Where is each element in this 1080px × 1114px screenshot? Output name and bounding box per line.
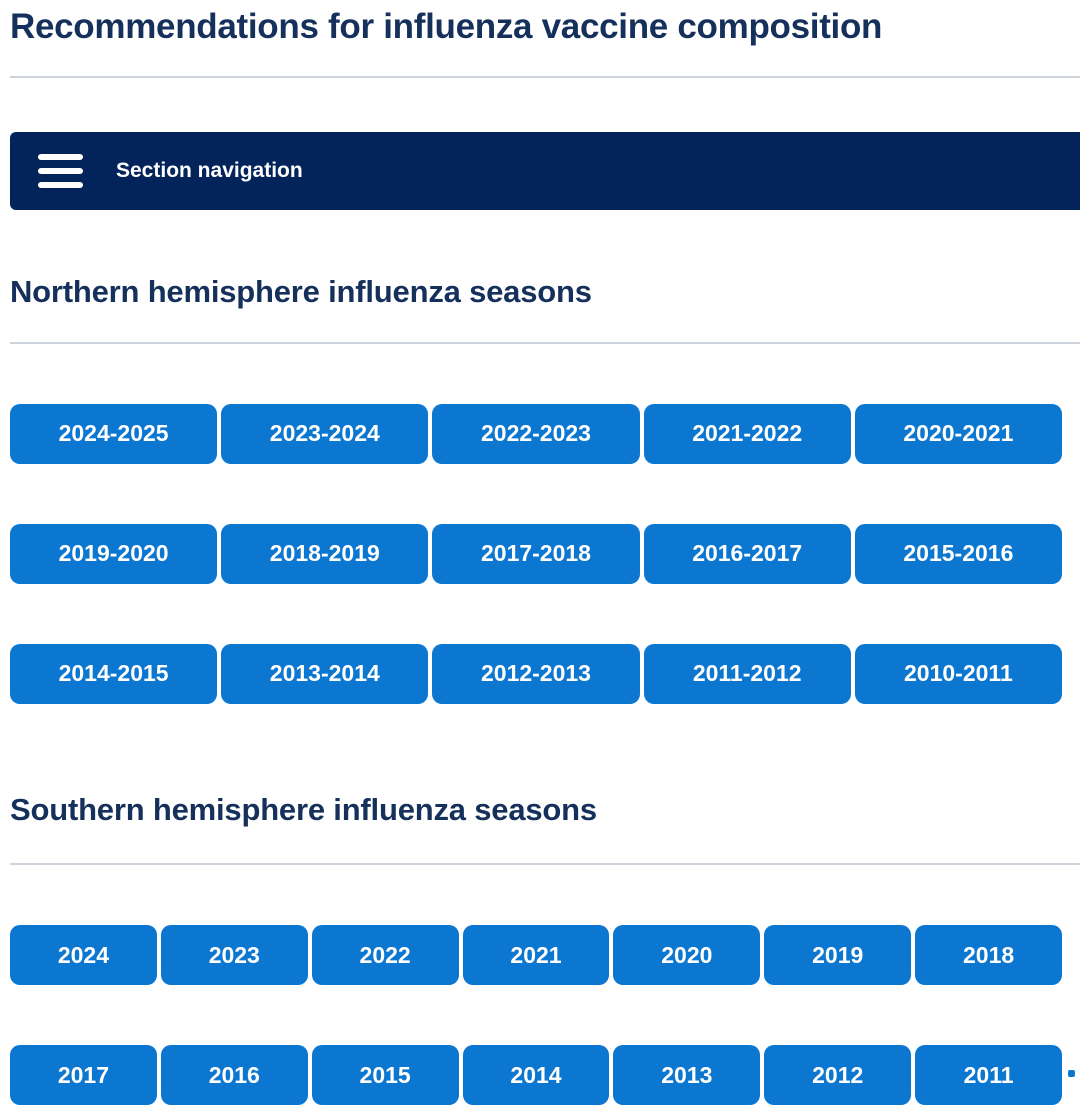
nh-season-2012-2013-button[interactable]: 2012-2013	[432, 643, 640, 704]
nh-season-2011-2012-button[interactable]: 2011-2012	[643, 643, 851, 704]
nh-season-2020-2021-button[interactable]: 2020-2021	[854, 403, 1062, 464]
southern-season-row-1: 2024 2023 2022 2021 2020 2019 2018	[10, 925, 1062, 986]
hamburger-bar	[38, 168, 83, 174]
nh-season-2022-2023-button[interactable]: 2022-2023	[432, 403, 640, 464]
northern-hemisphere-section: Northern hemisphere influenza seasons 20…	[10, 274, 1080, 704]
southern-heading-divider	[10, 863, 1080, 866]
northern-hemisphere-heading: Northern hemisphere influenza seasons	[10, 274, 592, 309]
northern-season-row-1: 2024-2025 2023-2024 2022-2023 2021-2022 …	[10, 403, 1062, 464]
nh-season-2013-2014-button[interactable]: 2013-2014	[221, 643, 429, 704]
sh-season-2021-button[interactable]: 2021	[462, 925, 610, 986]
nh-season-2024-2025-button[interactable]: 2024-2025	[10, 403, 218, 464]
hamburger-bar	[38, 182, 83, 188]
southern-season-row-2: 2017 2016 2015 2014 2013 2012 2011	[10, 1045, 1075, 1106]
hamburger-menu-icon[interactable]	[38, 154, 83, 188]
northern-season-row-2: 2019-2020 2018-2019 2017-2018 2016-2017 …	[10, 523, 1062, 584]
southern-hemisphere-section: Southern hemisphere influenza seasons 20…	[10, 792, 1080, 1106]
sh-season-2011-button[interactable]: 2011	[915, 1045, 1062, 1106]
nh-season-2016-2017-button[interactable]: 2016-2017	[643, 523, 851, 584]
sh-season-2019-button[interactable]: 2019	[764, 925, 912, 986]
sh-season-2014-button[interactable]: 2014	[462, 1045, 610, 1106]
page-content: Recommendations for influenza vaccine co…	[10, 6, 1080, 1106]
sh-season-2017-button[interactable]: 2017	[10, 1045, 157, 1106]
sh-season-2018-button[interactable]: 2018	[915, 925, 1062, 986]
page-title: Recommendations for influenza vaccine co…	[10, 7, 883, 46]
section-navigation-bar[interactable]: Section navigation	[10, 132, 1080, 210]
northern-season-row-3: 2014-2015 2013-2014 2012-2013 2011-2012 …	[10, 643, 1062, 704]
sh-season-2015-button[interactable]: 2015	[311, 1045, 459, 1106]
sh-season-2024-button[interactable]: 2024	[10, 925, 157, 986]
stray-blue-dot	[1068, 1070, 1075, 1078]
sh-season-2012-button[interactable]: 2012	[764, 1045, 912, 1106]
northern-heading-divider	[10, 341, 1080, 344]
sh-season-2022-button[interactable]: 2022	[311, 925, 459, 986]
hamburger-bar	[38, 154, 83, 160]
nh-season-2017-2018-button[interactable]: 2017-2018	[432, 523, 640, 584]
nh-season-2010-2011-button[interactable]: 2010-2011	[854, 643, 1062, 704]
southern-hemisphere-heading: Southern hemisphere influenza seasons	[10, 791, 597, 827]
section-navigation-label: Section navigation	[116, 159, 303, 182]
nh-season-2019-2020-button[interactable]: 2019-2020	[10, 523, 218, 584]
nh-season-2023-2024-button[interactable]: 2023-2024	[221, 403, 429, 464]
sh-season-2016-button[interactable]: 2016	[160, 1045, 308, 1106]
nh-season-2015-2016-button[interactable]: 2015-2016	[854, 523, 1062, 584]
sh-season-2023-button[interactable]: 2023	[160, 925, 308, 986]
nh-season-2014-2015-button[interactable]: 2014-2015	[10, 643, 218, 704]
nh-season-2018-2019-button[interactable]: 2018-2019	[221, 523, 429, 584]
sh-season-2020-button[interactable]: 2020	[613, 925, 761, 986]
sh-season-2013-button[interactable]: 2013	[613, 1045, 761, 1106]
title-divider	[10, 76, 1080, 78]
nh-season-2021-2022-button[interactable]: 2021-2022	[643, 403, 851, 464]
